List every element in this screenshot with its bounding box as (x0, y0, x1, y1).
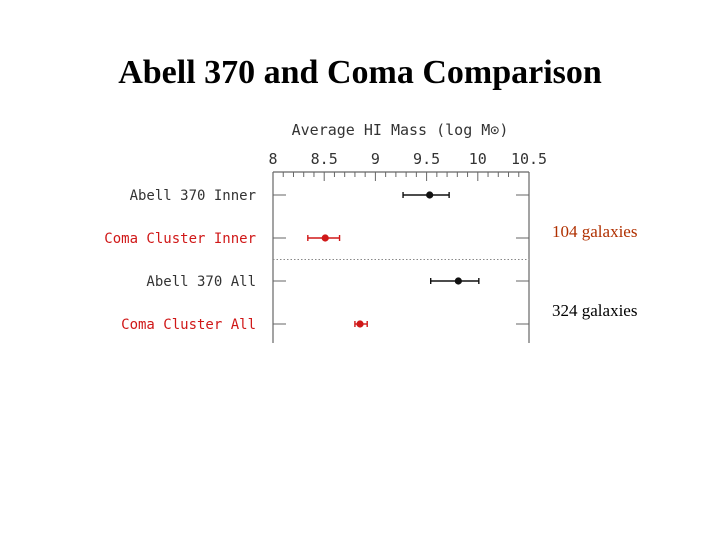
data-rows: Abell 370 Inner Coma Cluster Inner Abell 3… (104, 188, 529, 333)
annotation-104-galaxies: 104 galaxies (552, 222, 638, 241)
annotation-324-galaxies: 324 galaxies (552, 301, 638, 320)
x-tick-label: 9 (371, 150, 380, 168)
x-tick-label: 9.5 (413, 150, 440, 168)
data-point (321, 234, 329, 242)
row-label: Abell 370 Inner (130, 188, 256, 204)
row-label: Coma Cluster All (121, 317, 256, 333)
x-tick-label: 10.5 (511, 150, 547, 168)
plot-title: Average HI Mass (log M⊙) (292, 121, 509, 139)
plot-axes (272, 171, 530, 343)
data-point (426, 191, 434, 199)
x-tick-label: 8 (268, 150, 277, 168)
row-label: Abell 370 All (146, 274, 256, 290)
slide-title: Abell 370 and Coma Comparison (118, 54, 602, 91)
x-tick-label: 8.5 (311, 150, 338, 168)
data-point (454, 277, 462, 285)
data-point (356, 320, 364, 328)
row-label: Coma Cluster Inner (104, 231, 256, 247)
x-tick-label: 10 (469, 150, 487, 168)
x-ticks: 8 8.5 9 9.5 10 10.5 (268, 150, 547, 181)
